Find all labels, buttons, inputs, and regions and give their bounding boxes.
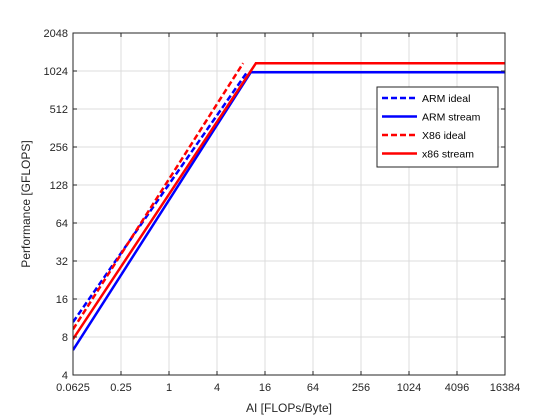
y-tick-label: 2048 [44, 28, 68, 40]
legend: ARM ideal ARM stream X86 ideal x86 stream [376, 86, 499, 168]
x-tick-label: 0.0625 [56, 382, 90, 394]
legend-label: x86 stream [422, 149, 474, 161]
y-tick-label: 128 [50, 180, 68, 192]
x-tick-label: 16 [259, 382, 271, 394]
x-tick-label: 0.25 [110, 382, 131, 394]
plot-area [72, 32, 506, 376]
x-tick-label: 1024 [397, 382, 421, 394]
legend-label: ARM ideal [422, 93, 470, 105]
y-tick-label: 32 [56, 256, 68, 268]
plot-background [73, 33, 505, 375]
y-tick-label: 64 [56, 218, 68, 230]
y-tick-label: 512 [50, 104, 68, 116]
series-line-x86-stream [73, 61, 505, 340]
y-tick-label: 1024 [44, 66, 68, 78]
x-tick-label: 1 [166, 382, 172, 394]
x-tick-label: 64 [307, 382, 319, 394]
x-tick-label: 16384 [490, 382, 521, 394]
x-tick-label: 4 [214, 382, 220, 394]
legend-label: ARM stream [422, 112, 481, 124]
series-line-arm-ideal [73, 71, 248, 323]
y-tick-label: 4 [62, 370, 68, 382]
legend-label: X86 ideal [422, 130, 466, 142]
y-tick-label: 256 [50, 142, 68, 154]
axes: 0.0625 0.25 1 4 16 64 256 1024 4096 16384 4 8 16 32 64… [44, 28, 521, 394]
x-axis-title: AI [FLOPs/Byte] [246, 401, 332, 415]
x-tick-label: 256 [352, 382, 370, 394]
x-tick-label: 4096 [445, 382, 469, 394]
series-lines [73, 61, 505, 351]
y-tick-label: 8 [62, 332, 68, 344]
y-tick-label: 16 [56, 294, 68, 306]
series-line-x86-ideal [73, 62, 245, 331]
y-axis-title: Performance [GFLOPS] [19, 140, 33, 267]
axes-box [72, 32, 506, 376]
